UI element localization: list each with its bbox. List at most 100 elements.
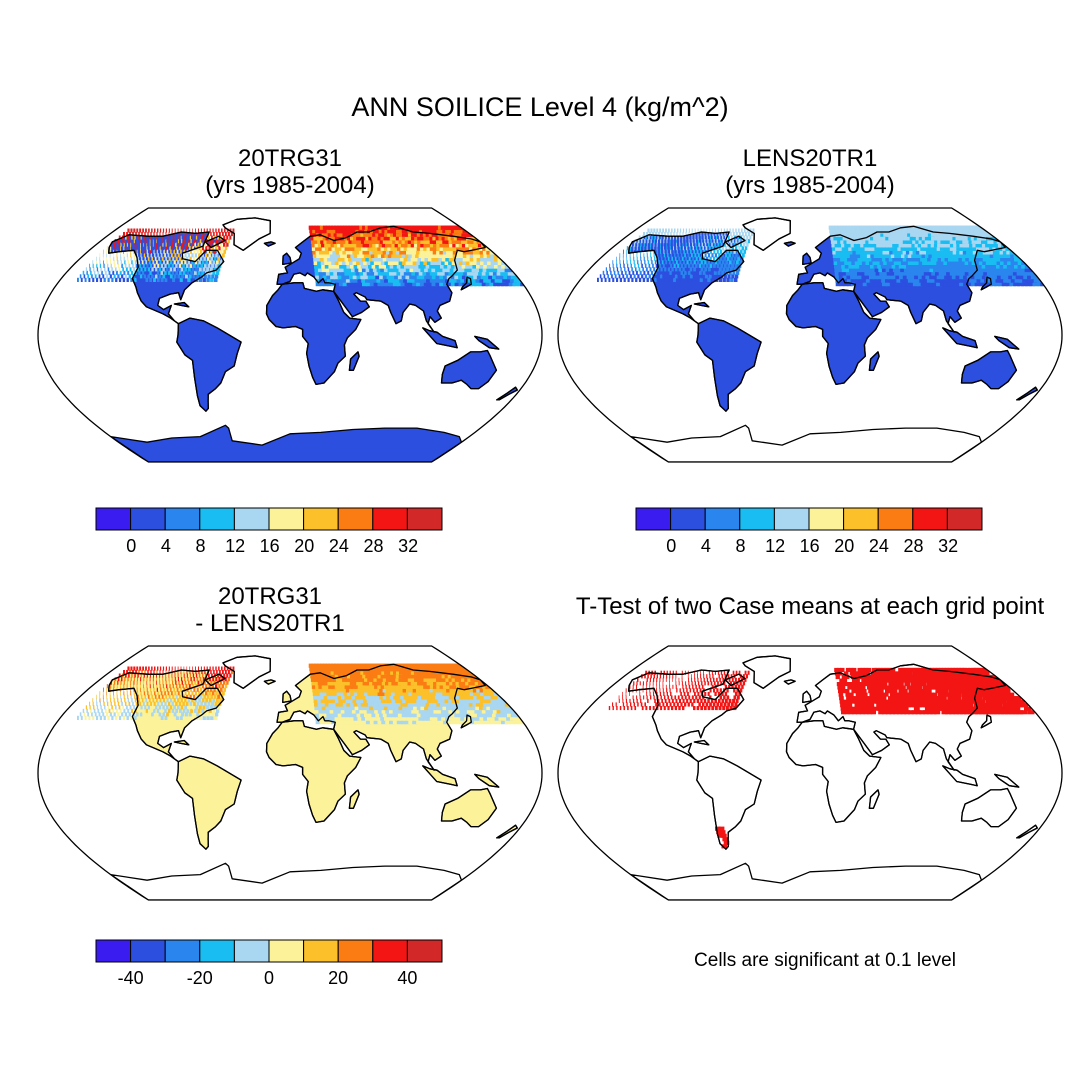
grid-cell [200, 242, 203, 247]
grid-cell [126, 680, 128, 685]
grid-cell [382, 713, 389, 718]
grid-cell [328, 264, 334, 269]
grid-cell [908, 703, 915, 708]
grid-cell [886, 232, 892, 237]
grid-cell [672, 677, 673, 682]
grid-cell [153, 263, 156, 268]
grid-cell [439, 275, 446, 280]
grid-cell [709, 702, 712, 707]
grid-cell [213, 680, 216, 685]
grid-cell [513, 716, 521, 721]
grid-cell [897, 236, 904, 241]
grid-cell [213, 256, 217, 261]
grid-cell [356, 713, 362, 718]
grid-cell [669, 242, 671, 247]
grid-cell [129, 267, 132, 272]
grid-cell [708, 246, 711, 251]
grid-cell [926, 278, 933, 283]
grid-cell [851, 706, 857, 711]
grid-cell [862, 264, 868, 269]
grid-cell [400, 695, 407, 700]
grid-cell [707, 277, 711, 282]
grid-cell [336, 225, 342, 230]
grid-cell [853, 253, 859, 258]
grid-cell [636, 695, 638, 700]
grid-cell [311, 225, 316, 230]
grid-cell [834, 264, 839, 269]
grid-cell [370, 271, 376, 276]
grid-cell [100, 267, 102, 272]
grid-cell [498, 716, 506, 721]
grid-cell [126, 242, 128, 247]
grid-cell [900, 710, 907, 715]
grid-cell [372, 688, 379, 693]
grid-cell [415, 691, 422, 696]
grid-cell [323, 695, 329, 700]
grid-cell [323, 677, 328, 682]
grid-cell [329, 239, 335, 244]
grid-cell [113, 253, 114, 258]
grid-cell [200, 680, 203, 685]
grid-cell [926, 246, 934, 251]
grid-cell [367, 253, 373, 258]
grid-cell [328, 684, 333, 689]
grid-cell [656, 688, 657, 693]
grid-cell [924, 264, 931, 269]
grid-cell [633, 698, 635, 703]
grid-cell [340, 691, 346, 696]
grid-cell [145, 698, 148, 703]
grid-cell [701, 242, 703, 247]
grid-cell [877, 278, 883, 283]
grid-cell [654, 235, 656, 240]
grid-cell [689, 688, 692, 693]
grid-cell [737, 256, 740, 261]
grid-cell [986, 282, 993, 287]
grid-cell [343, 681, 349, 686]
grid-cell [682, 706, 685, 711]
grid-cell [390, 684, 397, 689]
grid-cell [998, 271, 1006, 276]
grid-cell [466, 271, 474, 276]
grid-cell [186, 256, 189, 261]
grid-cell [323, 720, 329, 725]
grid-cell [619, 277, 622, 282]
grid-cell [678, 706, 681, 711]
grid-cell [172, 256, 175, 261]
grid-cell [450, 275, 458, 280]
grid-cell [337, 713, 343, 718]
coastline-baffin [204, 235, 226, 249]
grid-cell [209, 705, 213, 710]
grid-cell [168, 694, 171, 699]
grid-cell [158, 705, 162, 710]
grid-cell [425, 691, 432, 696]
grid-cell [109, 256, 111, 261]
grid-cell [223, 235, 226, 240]
grid-cell [892, 268, 899, 273]
grid-cell [162, 232, 164, 237]
grid-cell [147, 274, 150, 279]
grid-cell [413, 268, 420, 273]
grid-cell [835, 282, 841, 287]
grid-cell [365, 688, 372, 693]
grid-cell [195, 673, 198, 678]
grid-cell [215, 666, 217, 671]
grid-cell [336, 663, 342, 668]
grid-cell [395, 716, 402, 721]
grid-cell [738, 670, 741, 675]
grid-cell [858, 706, 864, 711]
grid-cell [721, 270, 725, 275]
grid-cell [137, 235, 139, 240]
grid-cell [315, 282, 321, 287]
grid-cell [216, 270, 220, 275]
grid-cell [633, 253, 634, 258]
grid-cell [730, 242, 733, 247]
grid-cell [704, 681, 706, 686]
grid-cell [671, 228, 673, 233]
grid-cell [199, 694, 203, 699]
grid-cell [375, 713, 381, 718]
grid-cell [718, 706, 722, 711]
grid-cell [646, 277, 649, 282]
grid-cell [848, 246, 853, 251]
grid-cell [475, 278, 483, 283]
grid-cell [214, 263, 218, 268]
